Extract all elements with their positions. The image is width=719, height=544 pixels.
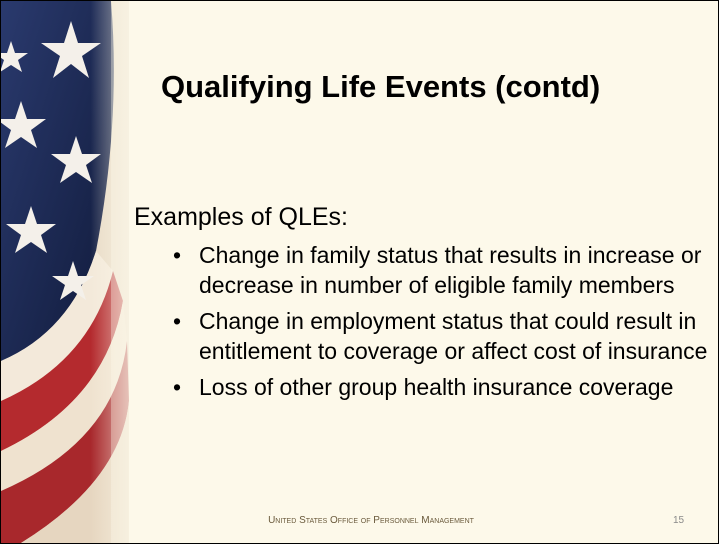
footer: United States Office of Personnel Manage… <box>256 515 486 526</box>
bullet-item: Change in family status that results in … <box>173 240 713 300</box>
slide-title: Qualifying Life Events (contd) <box>161 69 600 105</box>
bullet-list: Change in family status that results in … <box>173 240 713 408</box>
slide: Qualifying Life Events (contd) Examples … <box>0 0 719 544</box>
intro-text: Examples of QLEs: <box>134 203 348 232</box>
flag-image <box>1 1 129 543</box>
page-number: 15 <box>673 515 684 526</box>
bullet-item: Change in employment status that could r… <box>173 306 713 366</box>
bullet-item: Loss of other group health insurance cov… <box>173 372 713 402</box>
